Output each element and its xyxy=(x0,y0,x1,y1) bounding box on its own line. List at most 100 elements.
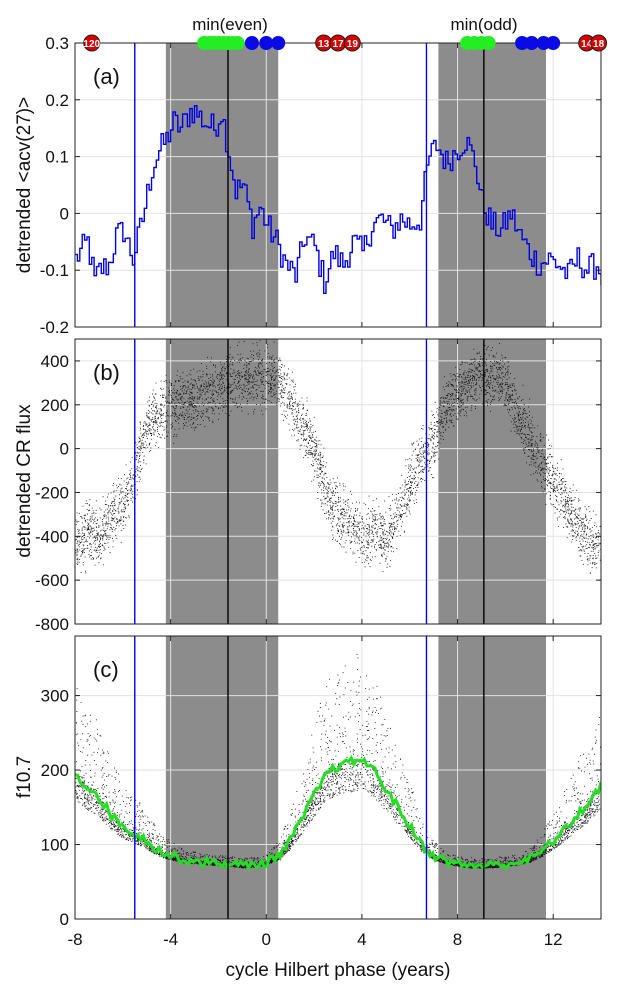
cr-flux-point xyxy=(541,456,542,457)
cr-flux-point xyxy=(180,393,181,394)
cr-flux-point xyxy=(486,394,487,395)
cr-flux-point xyxy=(384,519,385,520)
cr-flux-point xyxy=(164,430,165,431)
cr-flux-point xyxy=(356,502,357,503)
cr-flux-point xyxy=(76,539,77,540)
cr-flux-point xyxy=(182,378,183,379)
cr-flux-point xyxy=(375,514,376,515)
cr-flux-point xyxy=(557,486,558,487)
cr-flux-point xyxy=(118,507,119,508)
cr-flux-point xyxy=(177,390,178,391)
cr-flux-point xyxy=(376,542,377,543)
cr-flux-point xyxy=(368,529,369,530)
cr-flux-point xyxy=(187,401,188,402)
cr-flux-point xyxy=(465,362,466,363)
cr-flux-point xyxy=(478,363,479,364)
cr-flux-point xyxy=(577,535,578,536)
cr-flux-point xyxy=(331,523,332,524)
cr-flux-point xyxy=(594,562,595,563)
cr-flux-point xyxy=(94,519,95,520)
cr-flux-point xyxy=(303,432,304,433)
cr-flux-point xyxy=(249,378,250,379)
cr-flux-point xyxy=(110,524,111,525)
cr-flux-point xyxy=(555,495,556,496)
cr-flux-point xyxy=(106,535,107,536)
cr-flux-point xyxy=(343,530,344,531)
cr-flux-point xyxy=(541,470,542,471)
cr-flux-point xyxy=(438,416,439,417)
cr-flux-point xyxy=(295,384,296,385)
cr-flux-point xyxy=(583,564,584,565)
cr-flux-point xyxy=(375,520,376,521)
cr-flux-point xyxy=(350,511,351,512)
cr-flux-point xyxy=(168,402,169,403)
cr-flux-point xyxy=(592,548,593,549)
cr-flux-point xyxy=(514,422,515,423)
cr-flux-point xyxy=(92,531,93,532)
cr-flux-point xyxy=(372,539,373,540)
cr-flux-point xyxy=(109,539,110,540)
cr-flux-point xyxy=(469,392,470,393)
cr-flux-point xyxy=(389,533,390,534)
cr-flux-point xyxy=(514,378,515,379)
cr-flux-point xyxy=(313,432,314,433)
cr-flux-point xyxy=(302,398,303,399)
cr-flux-point xyxy=(461,386,462,387)
cr-flux-point xyxy=(477,399,478,400)
cr-flux-point xyxy=(488,380,489,381)
cr-flux-point xyxy=(132,494,133,495)
cr-flux-point xyxy=(552,485,553,486)
cr-flux-point xyxy=(91,530,92,531)
cr-flux-point xyxy=(215,367,216,368)
cr-flux-point xyxy=(486,369,487,370)
cr-flux-point xyxy=(407,459,408,460)
cr-flux-point xyxy=(482,377,483,378)
cr-flux-point xyxy=(207,403,208,404)
cr-flux-point xyxy=(303,436,304,437)
cr-flux-point xyxy=(353,517,354,518)
cr-flux-point xyxy=(165,401,166,402)
cr-flux-point xyxy=(266,381,267,382)
cr-flux-point xyxy=(413,451,414,452)
cr-flux-point xyxy=(161,409,162,410)
cr-flux-point xyxy=(571,523,572,524)
cr-flux-point xyxy=(473,383,474,384)
cr-flux-point xyxy=(507,388,508,389)
cr-flux-point xyxy=(294,429,295,430)
cr-flux-point xyxy=(370,530,371,531)
cr-flux-point xyxy=(262,391,263,392)
cr-flux-point xyxy=(153,421,154,422)
cr-flux-point xyxy=(246,379,247,380)
cr-flux-point xyxy=(357,510,358,511)
cr-flux-point xyxy=(175,405,176,406)
cr-flux-point xyxy=(376,550,377,551)
cr-flux-point xyxy=(311,452,312,453)
cr-flux-point xyxy=(591,542,592,543)
cr-flux-point xyxy=(385,512,386,513)
cr-flux-point xyxy=(451,422,452,423)
cr-flux-point xyxy=(307,430,308,431)
cr-flux-point xyxy=(451,405,452,406)
cr-flux-point xyxy=(485,362,486,363)
cr-flux-point xyxy=(106,530,107,531)
cr-flux-point xyxy=(576,536,577,537)
cr-flux-point xyxy=(569,491,570,492)
cr-flux-point xyxy=(270,369,271,370)
cr-flux-point xyxy=(357,542,358,543)
cr-flux-point xyxy=(212,413,213,414)
cr-flux-point xyxy=(142,468,143,469)
cr-flux-point xyxy=(384,530,385,531)
cr-flux-point xyxy=(213,382,214,383)
cr-flux-point xyxy=(87,541,88,542)
cr-flux-point xyxy=(182,404,183,405)
cr-flux-point xyxy=(344,531,345,532)
cr-flux-point xyxy=(571,501,572,502)
cr-flux-point xyxy=(190,384,191,385)
cr-flux-point xyxy=(148,410,149,411)
cr-flux-point xyxy=(413,469,414,470)
cr-flux-point xyxy=(498,382,499,383)
cr-flux-point xyxy=(295,421,296,422)
cr-flux-point xyxy=(360,513,361,514)
cr-flux-point xyxy=(221,364,222,365)
cr-flux-point xyxy=(518,433,519,434)
